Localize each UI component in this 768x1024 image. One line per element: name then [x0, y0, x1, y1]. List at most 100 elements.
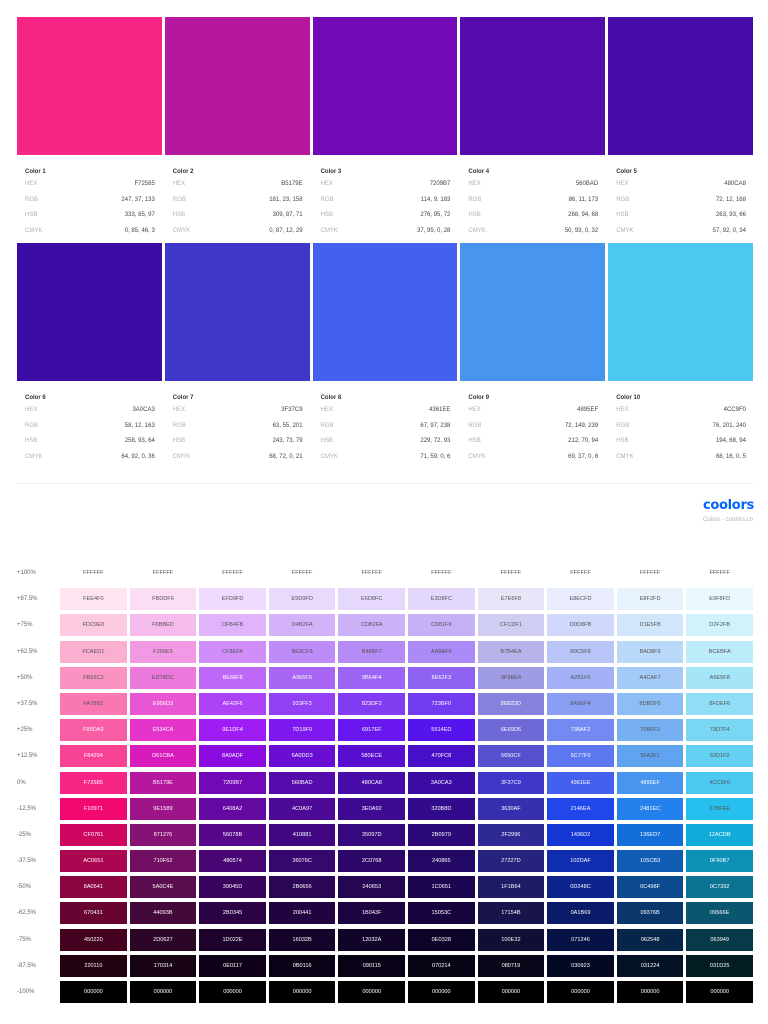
hsb-value[interactable]: 243, 73, 79 — [272, 438, 303, 444]
color-swatch[interactable] — [17, 243, 162, 381]
shade-cell[interactable]: 1D022E — [199, 928, 266, 951]
shade-cell[interactable]: 16032B — [268, 928, 336, 951]
shade-cell[interactable]: BCEBFA — [686, 640, 753, 663]
shade-cell[interactable]: 09566E — [686, 902, 753, 925]
hsb-value[interactable]: 229, 72, 93 — [420, 438, 451, 444]
color-swatch[interactable] — [17, 17, 162, 155]
shade-cell[interactable]: 240653 — [338, 876, 406, 899]
shade-cell[interactable]: 000000 — [268, 981, 336, 1003]
rgb-value[interactable]: 67, 97, 238 — [420, 422, 451, 429]
shade-cell[interactable]: 5A0C4E — [129, 876, 197, 899]
shade-cell[interactable]: 9E1DF4 — [199, 719, 266, 742]
shade-cell[interactable]: 35097D — [338, 823, 406, 846]
shade-cell[interactable]: FFFFFF — [616, 562, 684, 584]
shade-cell[interactable]: 823DF2 — [338, 692, 406, 715]
color-swatch[interactable] — [312, 17, 458, 155]
shade-cell[interactable]: E9D9FD — [268, 588, 336, 611]
rgb-value[interactable]: 58, 12, 163 — [124, 422, 155, 429]
shade-cell[interactable]: 8A0ADF — [199, 745, 266, 768]
shade-cell[interactable]: 3E0A92 — [338, 797, 406, 820]
shade-cell[interactable]: 1C0651 — [408, 876, 475, 899]
shade-cell[interactable]: 2B0345 — [199, 902, 266, 925]
hsb-value[interactable]: 258, 93, 64 — [124, 438, 155, 444]
shade-cell[interactable]: FBDDF6 — [129, 588, 197, 611]
shade-cell[interactable]: FA78B2 — [60, 692, 127, 715]
shade-cell[interactable]: 4361EE — [547, 771, 614, 794]
shade-cell[interactable]: D4B2FA — [268, 614, 336, 637]
shade-cell[interactable]: 5650CF — [477, 745, 545, 768]
hex-value[interactable]: 480CA8 — [724, 181, 746, 187]
shade-cell[interactable]: 320B8D — [408, 797, 475, 820]
shade-cell[interactable]: B5179E — [129, 771, 197, 794]
shade-cell[interactable]: 105CB3 — [616, 850, 684, 873]
shade-cell[interactable]: 44093B — [129, 902, 197, 925]
shade-cell[interactable]: F6BBED — [129, 614, 197, 637]
shade-cell[interactable]: 220110 — [60, 954, 127, 977]
shade-cell[interactable]: AC0651 — [60, 850, 127, 873]
shade-cell[interactable]: FFFFFF — [268, 562, 336, 584]
shade-cell[interactable]: 710F62 — [129, 850, 197, 873]
hsb-value[interactable]: 333, 85, 97 — [124, 212, 155, 218]
shade-cell[interactable]: 031224 — [616, 954, 684, 977]
color-swatch[interactable] — [460, 243, 606, 381]
shade-cell[interactable]: 000000 — [199, 981, 266, 1003]
shade-cell[interactable]: 62D1F2 — [686, 745, 753, 768]
hsb-value[interactable]: 212, 70, 94 — [568, 438, 599, 444]
shade-cell[interactable]: F299E5 — [129, 640, 197, 663]
shade-cell[interactable]: 871276 — [129, 823, 197, 846]
shade-cell[interactable]: FFFFFF — [547, 562, 614, 584]
color-swatch[interactable] — [608, 243, 753, 381]
shade-cell[interactable]: 063949 — [686, 928, 753, 951]
cmyk-value[interactable]: 68, 16, 0, 5 — [715, 453, 746, 460]
shade-cell[interactable]: 000000 — [686, 981, 753, 1003]
shade-cell[interactable]: 09376B — [616, 902, 684, 925]
shade-cell[interactable]: F10971 — [60, 797, 127, 820]
hsb-value[interactable]: 309, 87, 71 — [272, 212, 303, 218]
cmyk-value[interactable]: 37, 95, 0, 28 — [417, 227, 451, 234]
shade-cell[interactable]: 100E32 — [477, 928, 545, 951]
shade-cell[interactable]: 9B64F4 — [338, 666, 406, 689]
shade-cell[interactable]: FCAED1 — [60, 640, 127, 663]
shade-cell[interactable]: 480574 — [199, 850, 266, 873]
cmyk-value[interactable]: 64, 92, 0, 36 — [121, 453, 155, 460]
shade-cell[interactable]: 670431 — [60, 902, 127, 925]
shade-cell[interactable]: DFB4FB — [199, 614, 266, 637]
shade-cell[interactable]: 000000 — [408, 981, 475, 1003]
rgb-value[interactable]: 181, 23, 158 — [269, 196, 303, 203]
shade-cell[interactable]: 4895EF — [616, 771, 684, 794]
shade-cell[interactable]: 0A1B69 — [547, 902, 614, 925]
shade-cell[interactable]: BE68F8 — [199, 666, 266, 689]
shade-cell[interactable]: 3630AF — [477, 797, 545, 820]
shade-cell[interactable]: E9F8FD — [686, 588, 753, 611]
cmyk-value[interactable]: 71, 59, 0, 6 — [420, 453, 451, 460]
rgb-value[interactable]: 86, 11, 173 — [568, 196, 599, 203]
shade-cell[interactable]: 27BFEE — [686, 797, 753, 820]
hex-value[interactable]: 3A0CA3 — [132, 407, 155, 413]
shade-cell[interactable]: 240865 — [408, 850, 475, 873]
shade-cell[interactable]: 8A9EF4 — [547, 692, 614, 715]
shade-cell[interactable]: A2B1F6 — [547, 666, 614, 689]
shade-cell[interactable]: ED78DC — [129, 666, 197, 689]
shade-cell[interactable]: B48BF7 — [338, 640, 406, 663]
shade-cell[interactable]: 560BAD — [268, 771, 336, 794]
color-swatch[interactable] — [164, 243, 310, 381]
hsb-value[interactable]: 276, 95, 72 — [420, 212, 451, 218]
color-swatch[interactable] — [312, 243, 458, 381]
rgb-value[interactable]: 247, 37, 133 — [121, 196, 155, 203]
rgb-value[interactable]: 63, 55, 201 — [272, 422, 303, 429]
hex-value[interactable]: 4CC9F0 — [723, 407, 746, 413]
shade-cell[interactable]: CF8EFA — [199, 640, 266, 663]
shade-cell[interactable]: 2481EC — [616, 797, 684, 820]
rgb-value[interactable]: 72, 149, 239 — [564, 422, 599, 429]
shade-cell[interactable]: 580ECE — [338, 745, 406, 768]
shade-cell[interactable]: 062548 — [616, 928, 684, 951]
shade-cell[interactable]: E8ECFD — [547, 588, 614, 611]
shade-cell[interactable]: A5E5F8 — [686, 666, 753, 689]
shade-cell[interactable]: 0B0116 — [268, 954, 336, 977]
shade-cell[interactable]: 79D7F4 — [686, 719, 753, 742]
shade-cell[interactable]: 4C0A97 — [268, 797, 336, 820]
shade-cell[interactable]: D2F2FB — [686, 614, 753, 637]
shade-cell[interactable]: EFD9FD — [199, 588, 266, 611]
shade-cell[interactable]: 000000 — [547, 981, 614, 1003]
shade-cell[interactable]: 1B043F — [338, 902, 406, 925]
